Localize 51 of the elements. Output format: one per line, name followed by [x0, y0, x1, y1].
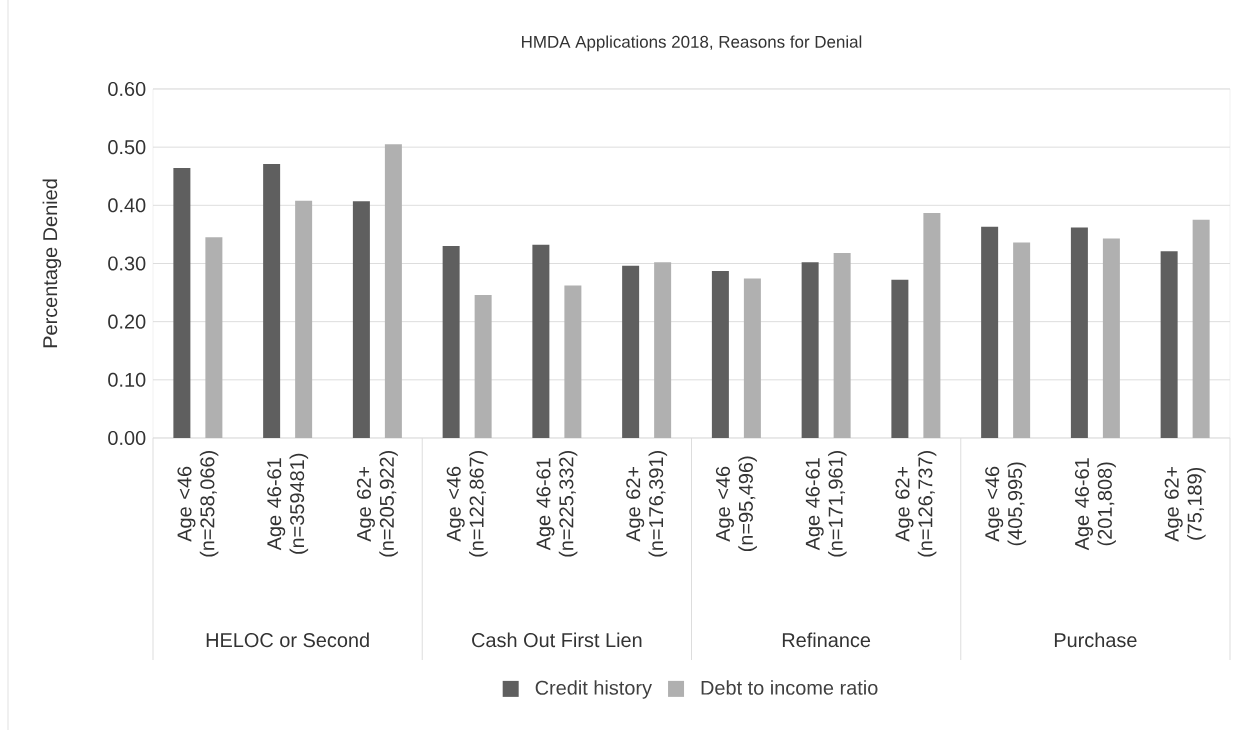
bar	[295, 200, 313, 438]
y-tick-label: 0.60	[108, 81, 146, 97]
bar	[654, 262, 672, 438]
bar	[833, 253, 851, 438]
x-tick-label: Age <46 (405,995)	[985, 462, 1027, 546]
text: Purchase	[1054, 632, 1137, 648]
bar	[923, 212, 941, 438]
x-tick-label: Age 62+ (n=126,737)	[895, 451, 937, 557]
chart-title: HMDA Applications 2018, Reasons for Denial	[522, 35, 862, 52]
bar	[1013, 242, 1031, 438]
y-tick-label: 0.20	[108, 314, 146, 329]
bar	[352, 201, 370, 438]
y-tick-label: 0.40	[108, 198, 146, 213]
bar	[173, 168, 191, 438]
legend-label: Debt to income ratio	[701, 680, 878, 695]
bar	[743, 278, 761, 438]
y-tick-label: 0.30	[108, 256, 146, 271]
x-tick-label: Age 46-61 (n=359481)	[267, 453, 309, 554]
bar	[1102, 238, 1120, 438]
bar	[263, 164, 281, 438]
x-tick-label: Age <46 (n=122,867)	[446, 451, 488, 557]
x-tick-label: Age 46-61 (n=225,332)	[536, 451, 578, 557]
x-tick-label: Age 62+ (n=205,922)	[356, 451, 398, 557]
bar	[564, 285, 582, 438]
y-tick-label: 0.50	[108, 140, 146, 155]
x-tick-label: Age 62+ (75,189)	[1164, 466, 1206, 542]
x-tick-label: Age 46-61 (201,808)	[1074, 458, 1116, 551]
text: Cash Out First Lien	[472, 632, 642, 648]
x-tick-label: Age <46 (n=95,496)	[715, 456, 757, 552]
text: Refinance	[782, 632, 871, 648]
x-tick-label: Age 46-61 (n=171,961)	[805, 451, 847, 557]
bar	[891, 279, 909, 438]
bar	[1192, 219, 1210, 438]
bar	[1070, 227, 1088, 438]
bar	[384, 144, 402, 438]
bar	[622, 265, 640, 438]
y-tick-label: 0.00	[108, 430, 146, 446]
bar	[711, 271, 729, 438]
text: HELOC or Second	[206, 632, 369, 648]
x-tick-label: Age <46 (n=258,066)	[177, 451, 219, 557]
bar	[474, 294, 492, 438]
y-tick-label: 0.10	[108, 372, 146, 387]
bar	[981, 226, 999, 438]
y-axis-title: Percentage Denied	[42, 179, 62, 348]
bar	[1160, 251, 1178, 438]
bar	[532, 244, 550, 438]
bar	[442, 246, 460, 438]
x-tick-label: Age 62+ (n=176,391)	[626, 451, 668, 557]
bar	[801, 262, 819, 438]
legend-label: Credit history	[535, 680, 652, 699]
bar	[205, 237, 223, 438]
